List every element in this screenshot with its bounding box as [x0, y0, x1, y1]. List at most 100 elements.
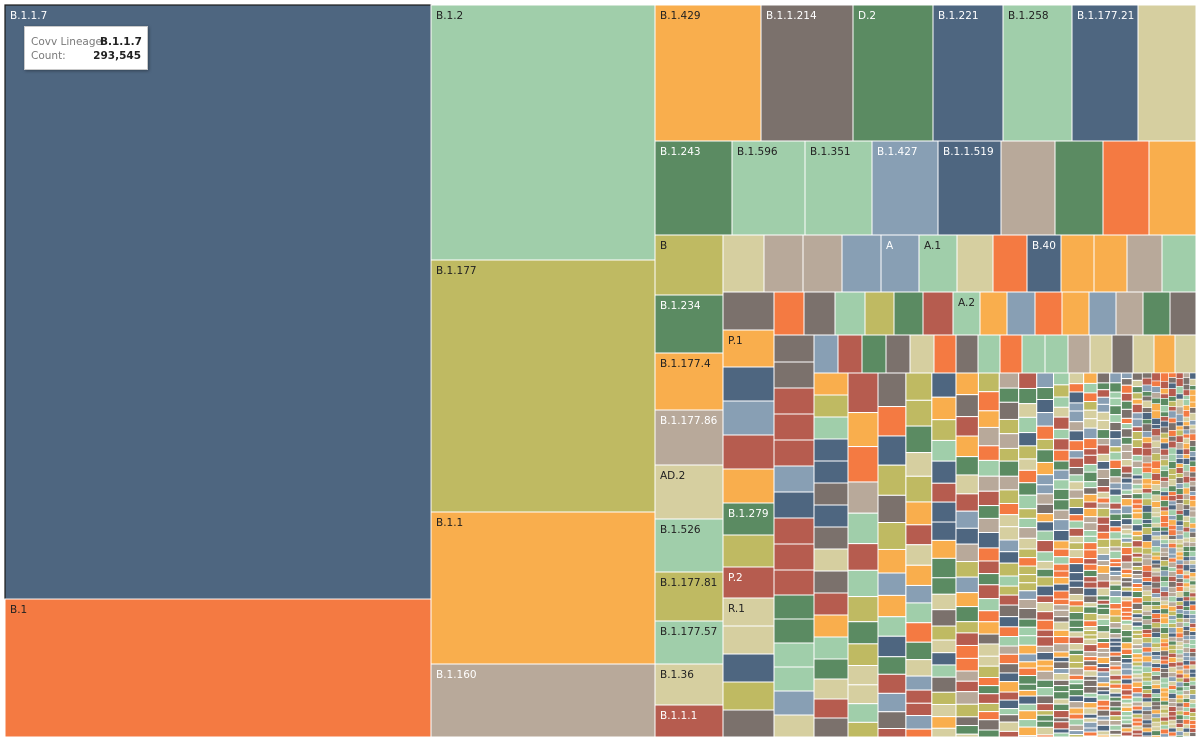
cell-unlabeled[interactable]	[1142, 633, 1153, 638]
cell-unlabeled[interactable]	[1083, 563, 1098, 571]
cell-unlabeled[interactable]	[1151, 484, 1161, 491]
cell-unlabeled[interactable]	[1160, 708, 1169, 714]
cell-unlabeled[interactable]	[1131, 721, 1143, 727]
cell-unlabeled[interactable]	[1109, 531, 1122, 540]
cell-unlabeled[interactable]	[1182, 656, 1191, 662]
cell-unlabeled[interactable]	[1160, 448, 1169, 456]
cell-unlabeled[interactable]	[1151, 709, 1161, 715]
cell-unlabeled[interactable]	[1168, 474, 1177, 481]
cell-unlabeled[interactable]	[1142, 585, 1153, 592]
cell-unlabeled[interactable]	[1168, 388, 1177, 397]
cell-unlabeled[interactable]	[1168, 586, 1177, 593]
cell-unlabeled[interactable]	[1109, 508, 1122, 515]
cell-unlabeled[interactable]	[1189, 536, 1197, 543]
cell-unlabeled[interactable]	[1131, 403, 1143, 414]
cell-unlabeled[interactable]	[1175, 520, 1184, 526]
cell-unlabeled[interactable]	[1189, 652, 1197, 658]
cell-unlabeled[interactable]	[1175, 458, 1184, 464]
cell-unlabeled[interactable]	[1160, 638, 1169, 644]
cell-unlabeled[interactable]	[1151, 386, 1161, 393]
cell-unlabeled[interactable]	[931, 639, 957, 654]
cell-unlabeled[interactable]	[905, 715, 933, 730]
cell-unlabeled[interactable]	[1018, 626, 1038, 637]
cell-unlabeled[interactable]	[1036, 484, 1055, 495]
cell-unlabeled[interactable]	[998, 489, 1020, 504]
cell-unlabeled[interactable]	[1109, 372, 1122, 384]
cell-unlabeled[interactable]	[847, 643, 879, 667]
cell-unlabeled[interactable]	[955, 680, 979, 693]
cell-unlabeled[interactable]	[977, 334, 1001, 374]
cell-unlabeled[interactable]	[1182, 464, 1191, 472]
cell-unlabeled[interactable]	[1151, 494, 1161, 502]
cell-unlabeled[interactable]	[1189, 564, 1197, 569]
cell-unlabeled[interactable]	[885, 334, 911, 374]
cell-unlabeled[interactable]	[1168, 515, 1177, 521]
cell-unlabeled[interactable]	[1189, 394, 1197, 403]
cell-unlabeled[interactable]	[1083, 448, 1098, 456]
cell-unlabeled[interactable]	[813, 504, 849, 528]
cell-unlabeled[interactable]	[1182, 682, 1191, 687]
cell-unlabeled[interactable]	[1096, 690, 1111, 696]
cell-unlabeled[interactable]	[1175, 551, 1184, 557]
cell-unlabeled[interactable]	[1068, 689, 1085, 697]
cell-unlabeled[interactable]	[1189, 499, 1197, 508]
cell-unlabeled[interactable]	[1036, 412, 1055, 427]
cell-unlabeled[interactable]	[931, 676, 957, 693]
cell-unlabeled[interactable]	[1168, 535, 1177, 540]
cell-unlabeled[interactable]	[1175, 690, 1184, 696]
cell-unlabeled[interactable]	[1142, 462, 1153, 468]
cell-unlabeled[interactable]	[1083, 471, 1098, 483]
cell-unlabeled[interactable]	[905, 602, 933, 624]
cell-unlabeled[interactable]	[998, 691, 1020, 701]
cell-unlabeled[interactable]	[1175, 645, 1184, 651]
cell-unlabeled[interactable]	[1182, 454, 1191, 459]
cell-unlabeled[interactable]	[1151, 531, 1161, 537]
cell-unlabeled[interactable]	[1021, 334, 1046, 374]
cell-unlabeled[interactable]	[1053, 519, 1070, 531]
cell-unlabeled[interactable]	[1068, 481, 1085, 491]
cell-unlabeled[interactable]	[1151, 473, 1161, 481]
cell-unlabeled[interactable]	[1182, 596, 1191, 602]
cell-unlabeled[interactable]	[1142, 581, 1153, 586]
cell-unlabeled[interactable]	[1053, 488, 1070, 501]
cell-unlabeled[interactable]	[1096, 486, 1111, 493]
cell-unlabeled[interactable]	[1131, 454, 1143, 462]
cell-unlabeled[interactable]	[1160, 650, 1169, 657]
cell-unlabeled[interactable]	[1175, 530, 1184, 536]
cell-unlabeled[interactable]	[1131, 439, 1143, 449]
cell-unlabeled[interactable]	[1142, 676, 1153, 682]
cell-unlabeled[interactable]	[722, 366, 775, 402]
cell-unlabeled[interactable]	[1083, 675, 1098, 681]
cell-unlabeled[interactable]	[1168, 468, 1177, 475]
cell-unlabeled[interactable]	[1142, 605, 1153, 612]
cell-unlabeled[interactable]	[1174, 334, 1197, 374]
cell-unlabeled[interactable]	[977, 719, 1000, 731]
cell-unlabeled[interactable]	[847, 665, 879, 686]
cell-unlabeled[interactable]	[1018, 432, 1038, 447]
cell-unlabeled[interactable]	[1120, 706, 1133, 713]
cell-unlabeled[interactable]	[1120, 702, 1133, 708]
cell-unlabeled[interactable]	[1120, 600, 1133, 608]
cell-unlabeled[interactable]	[1053, 609, 1070, 618]
cell-unlabeled[interactable]	[1189, 471, 1197, 478]
cell-unlabeled[interactable]	[1142, 570, 1153, 578]
cell-unlabeled[interactable]	[1182, 515, 1191, 522]
cell-unlabeled[interactable]	[1109, 674, 1122, 681]
cell-unlabeled[interactable]	[1151, 655, 1161, 660]
cell-unlabeled[interactable]	[1131, 613, 1143, 619]
cell-unlabeled[interactable]	[1109, 608, 1122, 617]
cell-unlabeled[interactable]	[1000, 140, 1056, 236]
cell-unlabeled[interactable]	[1083, 542, 1098, 551]
cell-unlabeled[interactable]	[1168, 553, 1177, 559]
cell-unlabeled[interactable]	[1096, 587, 1111, 597]
cell-unlabeled[interactable]	[1175, 442, 1184, 450]
cell-unlabeled[interactable]	[1132, 334, 1155, 374]
cell-unlabeled[interactable]	[1151, 659, 1161, 664]
cell-unlabeled[interactable]	[1120, 537, 1133, 543]
cell-d-2[interactable]	[852, 4, 934, 142]
cell-unlabeled[interactable]	[1109, 566, 1122, 572]
cell-unlabeled[interactable]	[1151, 516, 1161, 524]
cell-unlabeled[interactable]	[1175, 454, 1184, 459]
cell-unlabeled[interactable]	[1142, 577, 1153, 582]
cell-unlabeled[interactable]	[1131, 713, 1143, 719]
